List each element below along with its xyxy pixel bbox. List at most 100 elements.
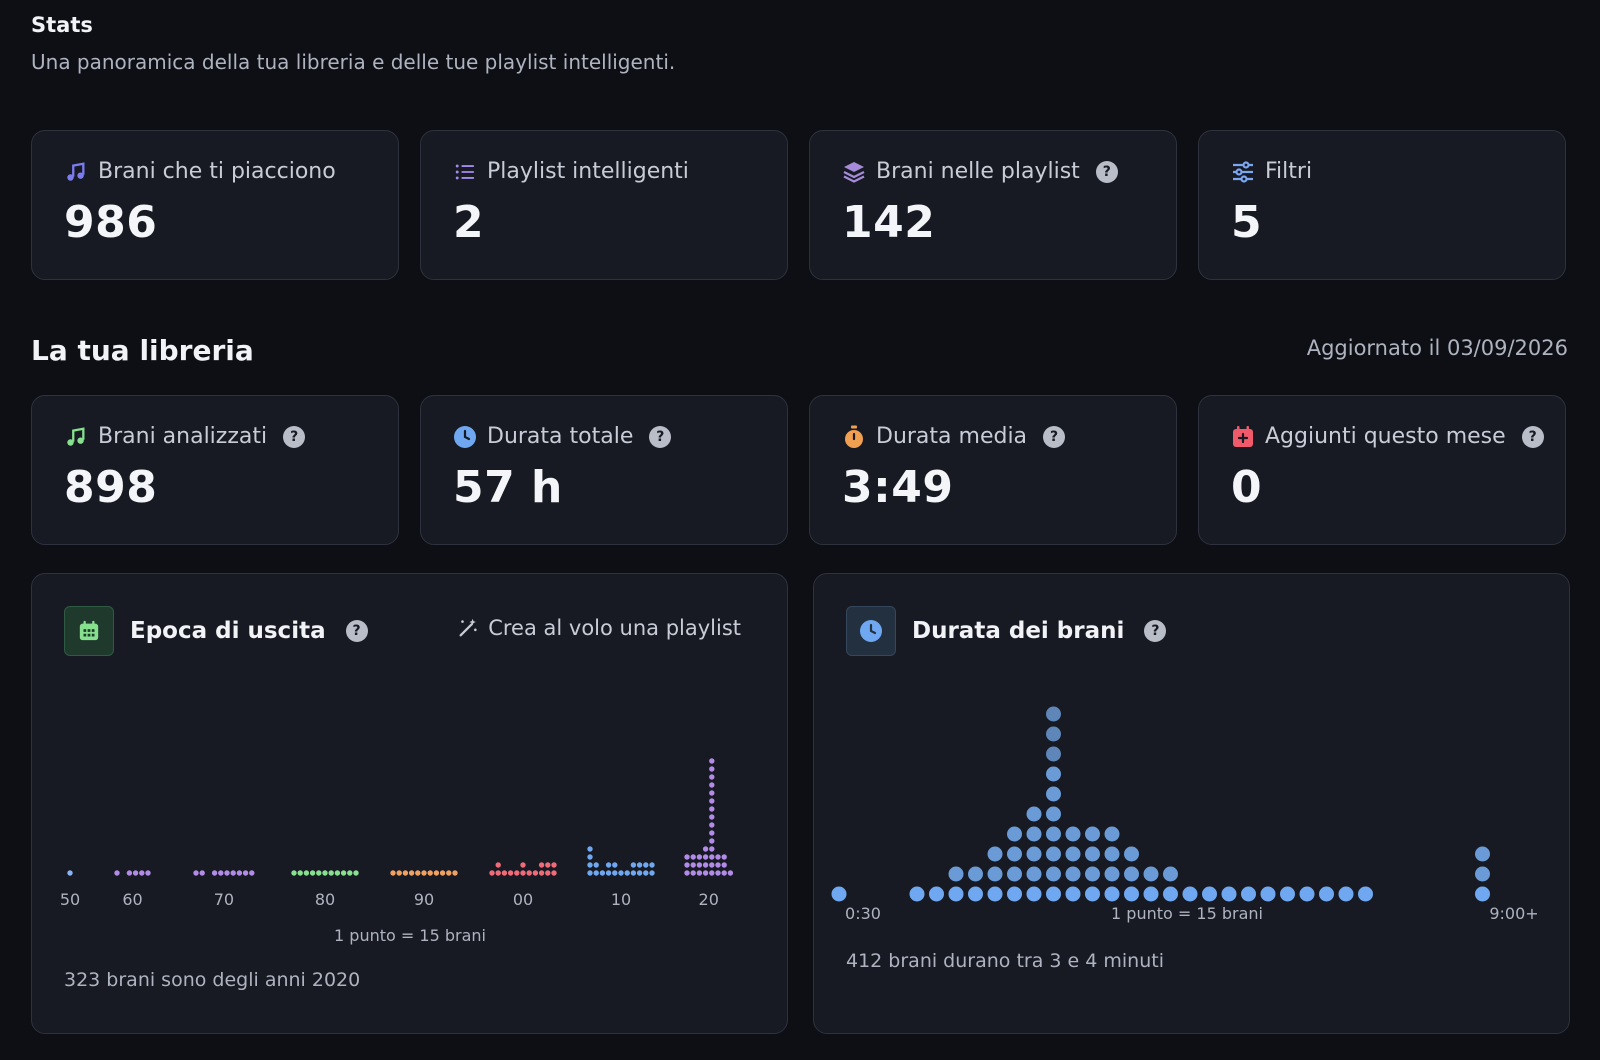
- duration-dot: [1065, 866, 1081, 882]
- create-playlist-button[interactable]: Crea al volo una playlist: [456, 616, 741, 640]
- help-icon[interactable]: ?: [283, 425, 306, 448]
- era-dot: [643, 862, 649, 868]
- duration-dot: [1026, 826, 1042, 842]
- duration-dot: [987, 846, 1003, 862]
- era-dot: [649, 870, 655, 876]
- era-dot: [709, 830, 715, 836]
- chart-legend-note: 1 punto = 15 brani: [1111, 904, 1263, 923]
- stat-value: 0: [1231, 462, 1263, 513]
- era-dot: [709, 798, 715, 804]
- duration-dot: [1026, 866, 1042, 882]
- help-icon[interactable]: ?: [1043, 425, 1066, 448]
- x-tick-label: 00: [512, 890, 534, 909]
- calendar-plus-icon: [1231, 425, 1255, 449]
- duration-dot: [1124, 846, 1139, 862]
- stat-value: 3:49: [842, 462, 954, 513]
- era-dot: [709, 862, 715, 868]
- era-dot: [593, 862, 599, 868]
- duration-dot: [1124, 886, 1139, 902]
- era-dot: [439, 870, 446, 876]
- era-dot: [139, 870, 145, 876]
- x-tick-label: 80: [314, 890, 336, 909]
- era-dot: [721, 870, 727, 876]
- era-dot: [630, 870, 637, 876]
- clock-icon: [453, 425, 477, 449]
- era-dot: [643, 870, 649, 876]
- era-dot: [690, 862, 696, 868]
- music-notes-icon: [64, 425, 88, 449]
- chart-footnote: 412 brani durano tra 3 e 4 minuti: [846, 950, 1164, 972]
- era-dot: [495, 862, 501, 868]
- duration-dot: [909, 886, 925, 902]
- duration-dot: [1046, 806, 1061, 822]
- era-dot: [715, 854, 721, 860]
- layers-icon: [842, 160, 866, 184]
- era-dot: [507, 870, 514, 876]
- era-dot: [199, 870, 205, 876]
- help-icon[interactable]: ?: [649, 425, 672, 448]
- panel-title: Epoca di uscita: [130, 618, 326, 644]
- duration-dot: [1124, 866, 1139, 882]
- duration-dot: [1065, 886, 1081, 902]
- era-dot: [236, 870, 243, 876]
- era-dot: [224, 870, 230, 876]
- duration-dot: [1026, 886, 1042, 902]
- duration-dot: [1046, 826, 1061, 842]
- era-dot: [636, 862, 643, 868]
- era-dot: [715, 870, 721, 876]
- duration-dot: [1046, 726, 1061, 742]
- stat-label: Brani che ti piacciono: [98, 159, 336, 184]
- era-dot: [709, 814, 715, 820]
- era-panel: Epoca di uscita ? Crea al volo una playl…: [31, 573, 788, 1034]
- duration-dot: [1104, 866, 1120, 882]
- era-dot: [230, 870, 236, 876]
- era-dot: [340, 870, 347, 876]
- era-dot: [67, 870, 73, 876]
- duration-dot: [1065, 846, 1081, 862]
- era-dot: [421, 870, 427, 876]
- era-dot: [538, 870, 545, 876]
- duration-dot: [1143, 866, 1159, 882]
- help-icon[interactable]: ?: [1521, 425, 1544, 448]
- x-tick-label: 70: [213, 890, 235, 909]
- era-dot: [721, 862, 727, 868]
- x-start-label: 0:30: [845, 904, 881, 923]
- stat-value: 986: [64, 197, 158, 248]
- duration-dot: [1085, 886, 1100, 902]
- era-dot: [587, 870, 593, 876]
- clock-icon: [846, 606, 896, 656]
- stat-label: Aggiunti questo mese: [1265, 424, 1506, 449]
- stat-card-liked: Brani che ti piacciono 986: [31, 130, 399, 280]
- era-dot: [309, 870, 316, 876]
- help-icon[interactable]: ?: [1095, 160, 1118, 183]
- stat-value: 2: [453, 197, 485, 248]
- era-dot: [709, 758, 715, 764]
- era-dot: [605, 862, 612, 868]
- help-icon[interactable]: ?: [1144, 620, 1167, 642]
- era-dot: [545, 870, 551, 876]
- era-dot: [624, 870, 630, 876]
- era-dot: [709, 822, 715, 828]
- duration-dot: [1104, 826, 1120, 842]
- era-dot: [709, 846, 715, 852]
- era-dot: [242, 870, 249, 876]
- stat-label: Brani analizzati: [98, 424, 268, 449]
- stat-value: 5: [1231, 197, 1263, 248]
- era-dot: [193, 870, 199, 876]
- era-dot: [684, 870, 690, 876]
- era-dot: [587, 846, 593, 852]
- help-icon[interactable]: ?: [345, 620, 368, 642]
- duration-dot: [1046, 746, 1061, 762]
- era-dot: [696, 862, 703, 868]
- duration-dot: [1046, 786, 1061, 802]
- era-dot: [599, 870, 606, 876]
- duration-panel: Durata dei brani ? 0:30 1 punto = 15 bra…: [813, 573, 1570, 1034]
- era-dot: [727, 870, 734, 876]
- era-dot: [709, 838, 715, 844]
- era-dot: [145, 870, 151, 876]
- x-tick-label: 90: [413, 890, 435, 909]
- era-dot: [587, 862, 593, 868]
- duration-dot: [1143, 886, 1159, 902]
- era-dot: [334, 870, 341, 876]
- duration-dot: [1338, 886, 1354, 902]
